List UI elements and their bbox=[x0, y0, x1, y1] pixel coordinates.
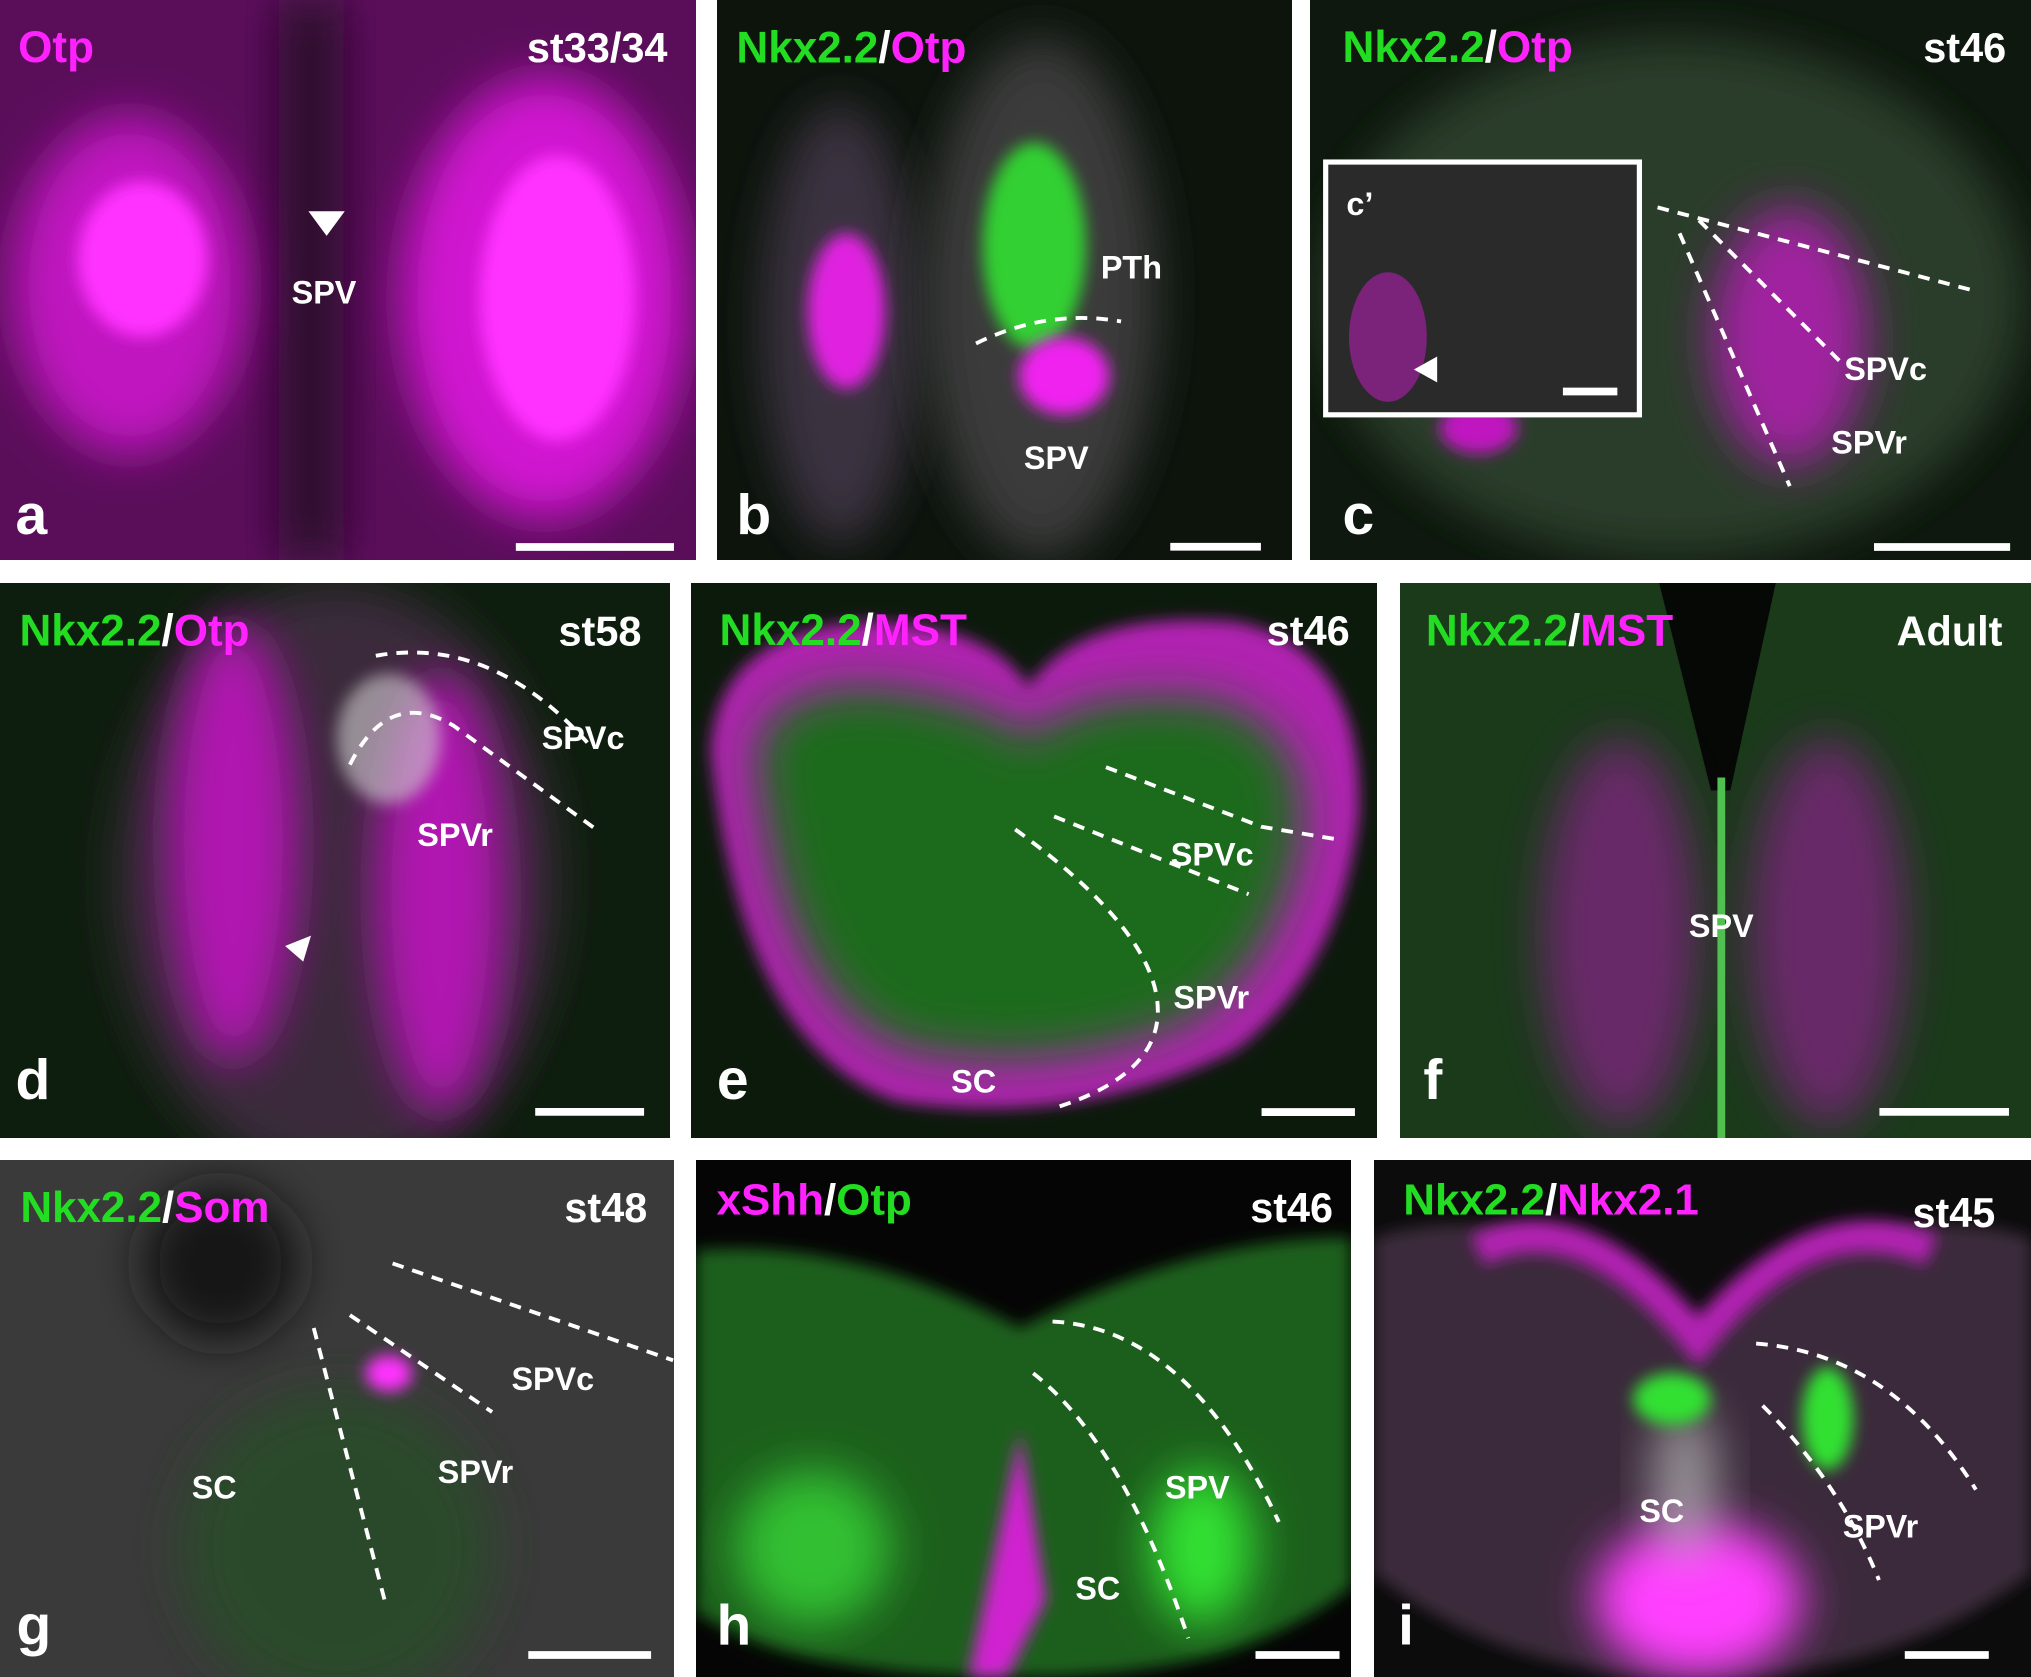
panel-e: Nkx2.2/MST st46 SPVc SPVr SC e bbox=[691, 583, 1377, 1138]
panel-b: Nkx2.2/Otp PTh SPV b bbox=[717, 0, 1292, 560]
panel-f: Nkx2.2/MST Adult SPV f bbox=[1400, 583, 2031, 1138]
region-label-sc: SC bbox=[1639, 1493, 1684, 1529]
region-label-spvr: SPVr bbox=[1173, 979, 1249, 1015]
stain-label: Nkx2.2/Otp bbox=[736, 23, 966, 72]
stain-label: Nkx2.2/Otp bbox=[1343, 23, 1573, 72]
region-label-spvr: SPVr bbox=[417, 817, 493, 853]
panel-letter: e bbox=[717, 1048, 749, 1112]
inset-label: c’ bbox=[1346, 186, 1373, 222]
stain-label: xShh/Otp bbox=[717, 1175, 912, 1224]
region-label-spv: SPV bbox=[1024, 440, 1089, 476]
stage-label: st58 bbox=[558, 607, 641, 654]
boundary-line bbox=[348, 710, 598, 831]
panel-letter: i bbox=[1398, 1595, 1414, 1658]
stage-label: st46 bbox=[1923, 24, 2006, 71]
panel-a: Otp st33/34 SPV a bbox=[0, 0, 696, 560]
region-label-spvc: SPVc bbox=[542, 720, 625, 756]
region-label-spv: SPV bbox=[292, 274, 357, 310]
boundary-line bbox=[975, 316, 1122, 346]
region-label-spvr: SPVr bbox=[1831, 425, 1907, 461]
region-label-pth: PTh bbox=[1101, 250, 1162, 286]
boundary-line bbox=[1031, 1371, 1191, 1639]
boundary-line bbox=[1014, 827, 1160, 1111]
panel-letter: b bbox=[736, 483, 771, 547]
arrowhead-icon bbox=[285, 935, 312, 962]
stage-label: st45 bbox=[1912, 1190, 1995, 1236]
panel-letter: f bbox=[1423, 1048, 1443, 1112]
stain-label: Otp bbox=[18, 23, 94, 72]
boundary-line bbox=[1677, 232, 1792, 487]
region-label-sc: SC bbox=[1075, 1570, 1120, 1606]
region-label-spvc: SPVc bbox=[511, 1361, 594, 1397]
arrowhead-icon bbox=[1413, 356, 1438, 383]
region-label-spvr: SPVr bbox=[438, 1454, 514, 1490]
panel-g: Nkx2.2/Som st48 SPVc SPVr SC g bbox=[0, 1160, 674, 1677]
panel-h: xShh/Otp st46 SPV SC h bbox=[696, 1160, 1351, 1677]
stage-label: st46 bbox=[1250, 1185, 1333, 1231]
boundary-line bbox=[1755, 1341, 1978, 1491]
region-label-spvr: SPVr bbox=[1843, 1508, 1919, 1544]
panel-i: Nkx2.2/Nkx2.1 st45 SC SPVr i bbox=[1374, 1160, 2031, 1677]
stage-label: st46 bbox=[1267, 607, 1350, 654]
panel-letter: c bbox=[1343, 483, 1375, 547]
panel-letter: a bbox=[16, 483, 49, 547]
panel-c: Nkx2.2/Otp st46 c’ SPVc SPVr c bbox=[1310, 0, 2031, 560]
boundary-line bbox=[1761, 1404, 1881, 1581]
stage-label: st33/34 bbox=[527, 24, 668, 71]
boundary-line bbox=[1697, 218, 1843, 365]
arrowhead-icon bbox=[308, 211, 345, 236]
stage-label: Adult bbox=[1897, 607, 2003, 654]
panel-letter: g bbox=[16, 1595, 51, 1658]
stain-label: Nkx2.2/Nkx2.1 bbox=[1403, 1175, 1699, 1224]
inset: c’ bbox=[1323, 159, 1642, 418]
region-label-sc: SC bbox=[192, 1470, 237, 1506]
panel-letter: d bbox=[16, 1048, 51, 1112]
boundary-line bbox=[391, 1261, 674, 1363]
boundary-line bbox=[348, 1313, 494, 1414]
boundary-line bbox=[1105, 765, 1340, 842]
region-label-spvc: SPVc bbox=[1844, 351, 1927, 387]
boundary-line bbox=[375, 650, 592, 747]
panel-letter: h bbox=[717, 1595, 752, 1658]
region-label-spvc: SPVc bbox=[1171, 837, 1254, 873]
region-label-sc: SC bbox=[951, 1064, 996, 1100]
region-label-spv: SPV bbox=[1689, 908, 1754, 944]
stain-label: Nkx2.2/Som bbox=[20, 1183, 269, 1232]
boundary-line bbox=[311, 1327, 388, 1607]
boundary-line bbox=[1657, 205, 1979, 294]
stain-label: Nkx2.2/MST bbox=[1426, 606, 1673, 655]
stage-label: st48 bbox=[564, 1185, 647, 1231]
stain-label: Nkx2.2/MST bbox=[720, 606, 968, 655]
panel-d: Nkx2.2/Otp st58 SPVc SPVr d bbox=[0, 583, 670, 1138]
region-label-spv: SPV bbox=[1165, 1470, 1230, 1506]
stain-label: Nkx2.2/Otp bbox=[19, 606, 249, 655]
boundary-line bbox=[1053, 814, 1250, 897]
